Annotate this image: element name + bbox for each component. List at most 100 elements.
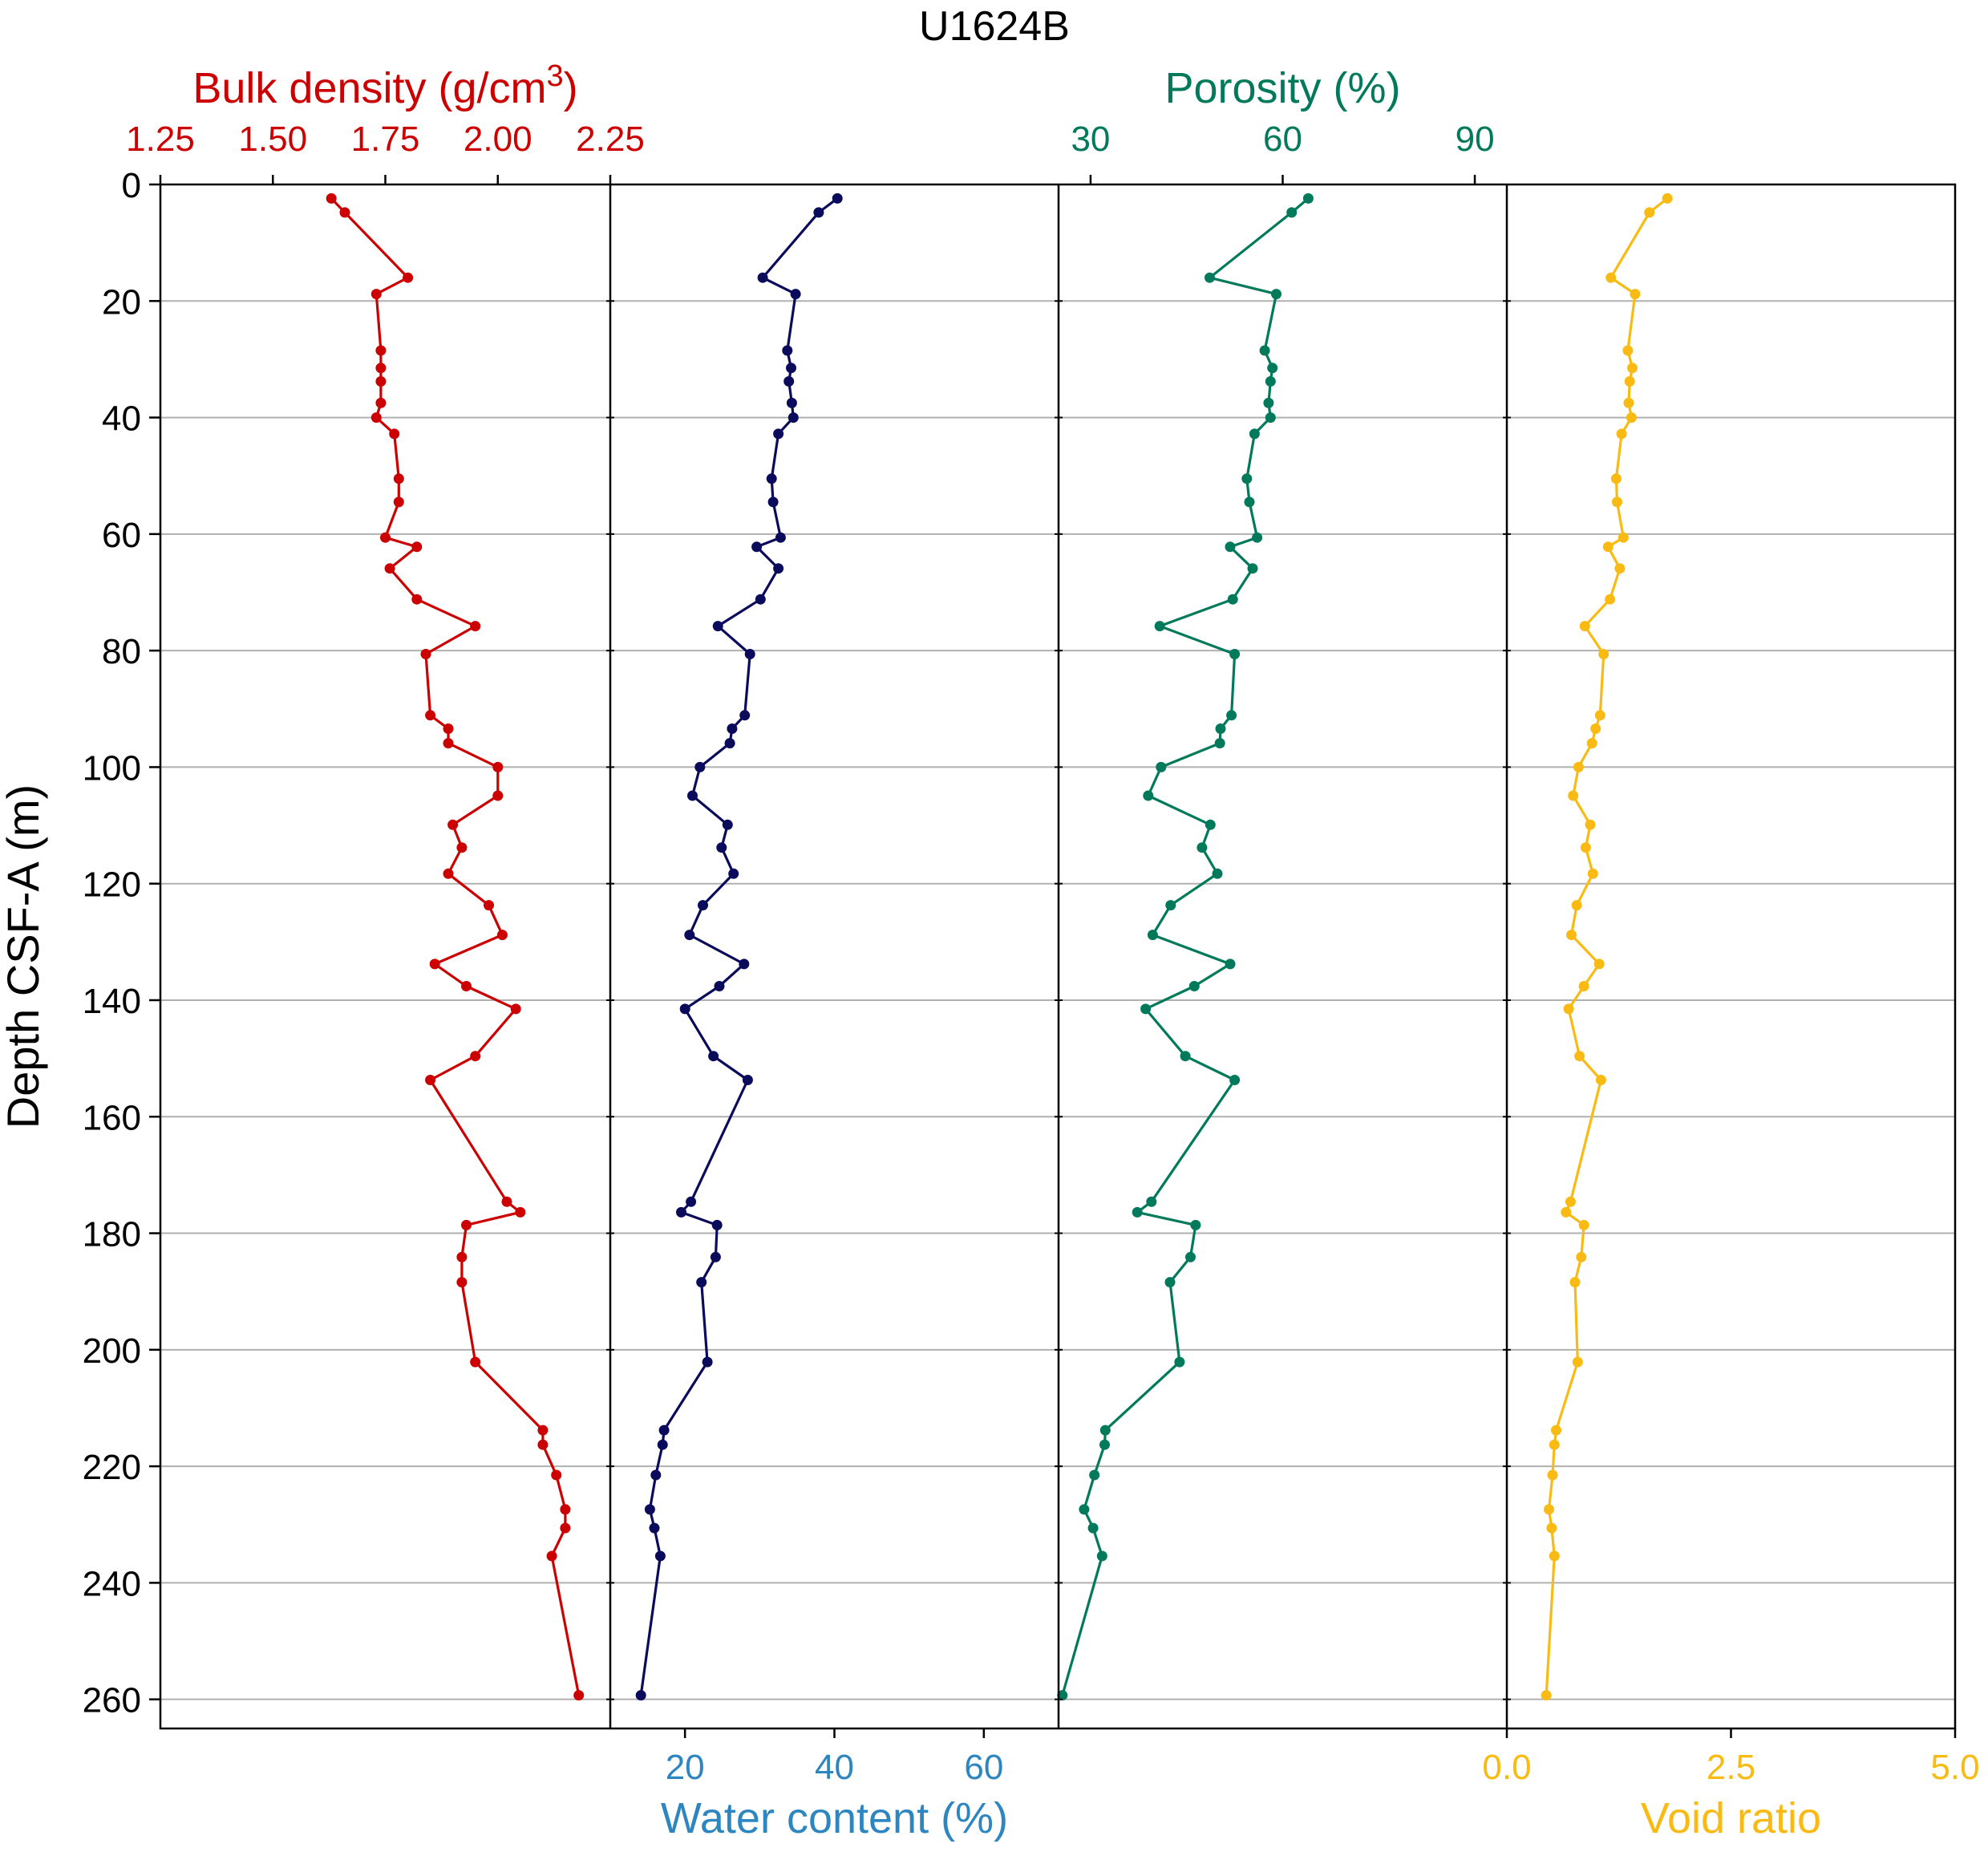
data-point xyxy=(1227,594,1238,605)
data-point xyxy=(339,207,350,218)
data-point xyxy=(654,1550,666,1562)
data-point xyxy=(1188,981,1200,991)
x-axis-label-bulk-density: Bulk density (g/cm3) xyxy=(192,59,577,112)
data-point xyxy=(1595,1075,1606,1085)
data-point xyxy=(537,1439,549,1450)
data-point xyxy=(684,930,695,941)
data-point xyxy=(742,1075,753,1085)
data-point xyxy=(644,1504,655,1515)
data-point xyxy=(1662,192,1673,204)
data-point xyxy=(722,819,733,830)
y-tick-label: 180 xyxy=(83,1215,141,1254)
data-point xyxy=(739,958,750,970)
y-tick-label: 200 xyxy=(83,1331,141,1371)
y-tick-label: 100 xyxy=(83,748,141,788)
data-point xyxy=(1623,397,1634,408)
data-point xyxy=(370,412,382,423)
data-point xyxy=(1580,842,1591,853)
data-point xyxy=(492,790,504,801)
series-layer xyxy=(326,192,1673,1701)
data-point xyxy=(393,473,404,484)
data-point xyxy=(712,621,723,632)
x-tick-label: 0.0 xyxy=(1482,1748,1531,1787)
x-tick-label: 2.25 xyxy=(576,120,645,159)
data-point xyxy=(1225,958,1236,970)
data-point xyxy=(1265,412,1276,423)
y-tick-label: 20 xyxy=(102,282,141,322)
x-axis-label-porosity: Porosity (%) xyxy=(1164,64,1400,112)
data-point xyxy=(1259,345,1270,356)
y-tick-label: 240 xyxy=(83,1564,141,1603)
data-point xyxy=(1180,1051,1191,1062)
data-point xyxy=(1561,1206,1572,1218)
data-point xyxy=(411,594,423,605)
data-point xyxy=(411,541,423,553)
data-point xyxy=(716,842,727,853)
axis-layer: 0 20 40 60 80 100 120 140 160 180 200 220 240 260 1.25… xyxy=(83,59,1980,1842)
data-point xyxy=(813,207,824,218)
data-point xyxy=(461,1219,472,1230)
data-point xyxy=(1585,819,1596,830)
y-tick-label: 0 xyxy=(122,166,141,205)
data-point xyxy=(757,272,768,283)
data-point xyxy=(370,289,382,300)
data-point xyxy=(1610,473,1622,484)
data-point xyxy=(1185,1251,1196,1262)
data-point xyxy=(714,981,725,991)
data-point xyxy=(786,397,797,408)
data-point xyxy=(1544,1504,1554,1515)
data-point xyxy=(560,1522,571,1534)
data-point xyxy=(1547,1469,1558,1481)
data-point xyxy=(456,842,468,853)
data-point xyxy=(1174,1356,1185,1368)
data-point xyxy=(1598,649,1609,659)
data-point xyxy=(773,563,784,574)
x-tick-label: 1.75 xyxy=(351,120,420,159)
data-point xyxy=(1156,761,1167,772)
data-point xyxy=(1573,761,1584,772)
data-point xyxy=(1196,842,1208,853)
y-tick-label: 160 xyxy=(83,1098,141,1137)
x-tick-label: 5.0 xyxy=(1930,1748,1979,1787)
x-tick-label: 90 xyxy=(1456,120,1495,159)
data-point xyxy=(1587,868,1598,879)
data-point xyxy=(1630,289,1641,300)
data-point xyxy=(1618,532,1629,543)
data-point xyxy=(537,1424,549,1436)
data-point xyxy=(1578,981,1589,991)
data-point xyxy=(501,1196,512,1207)
data-point xyxy=(375,397,387,408)
chart-title: U1624B xyxy=(919,3,1070,50)
data-point xyxy=(1229,649,1241,659)
data-point xyxy=(650,1469,662,1481)
data-point xyxy=(1566,930,1577,941)
data-point xyxy=(1271,289,1281,300)
data-point xyxy=(393,496,404,508)
data-point xyxy=(1590,723,1601,734)
data-point xyxy=(1602,541,1613,553)
data-point xyxy=(443,868,454,879)
data-point xyxy=(1089,1469,1100,1481)
data-point xyxy=(1541,1690,1552,1701)
data-point xyxy=(658,1424,670,1436)
data-point xyxy=(832,192,843,204)
data-point xyxy=(1215,723,1226,734)
data-point xyxy=(1205,819,1216,830)
data-point xyxy=(739,710,751,721)
data-point xyxy=(657,1439,668,1450)
data-point xyxy=(1551,1424,1561,1436)
data-point xyxy=(456,1277,468,1288)
data-point xyxy=(425,710,436,721)
data-point xyxy=(1302,192,1314,204)
data-point xyxy=(443,723,454,734)
data-point xyxy=(1252,532,1263,543)
data-point xyxy=(1586,738,1597,749)
data-point xyxy=(470,1051,481,1062)
data-point xyxy=(1571,900,1582,911)
y-tick-label: 80 xyxy=(102,632,141,671)
data-point xyxy=(751,541,763,553)
data-point xyxy=(698,900,708,911)
data-point xyxy=(1578,1219,1589,1230)
data-point xyxy=(728,868,739,879)
x-axis-label-water-content: Water content (%) xyxy=(661,1794,1008,1842)
